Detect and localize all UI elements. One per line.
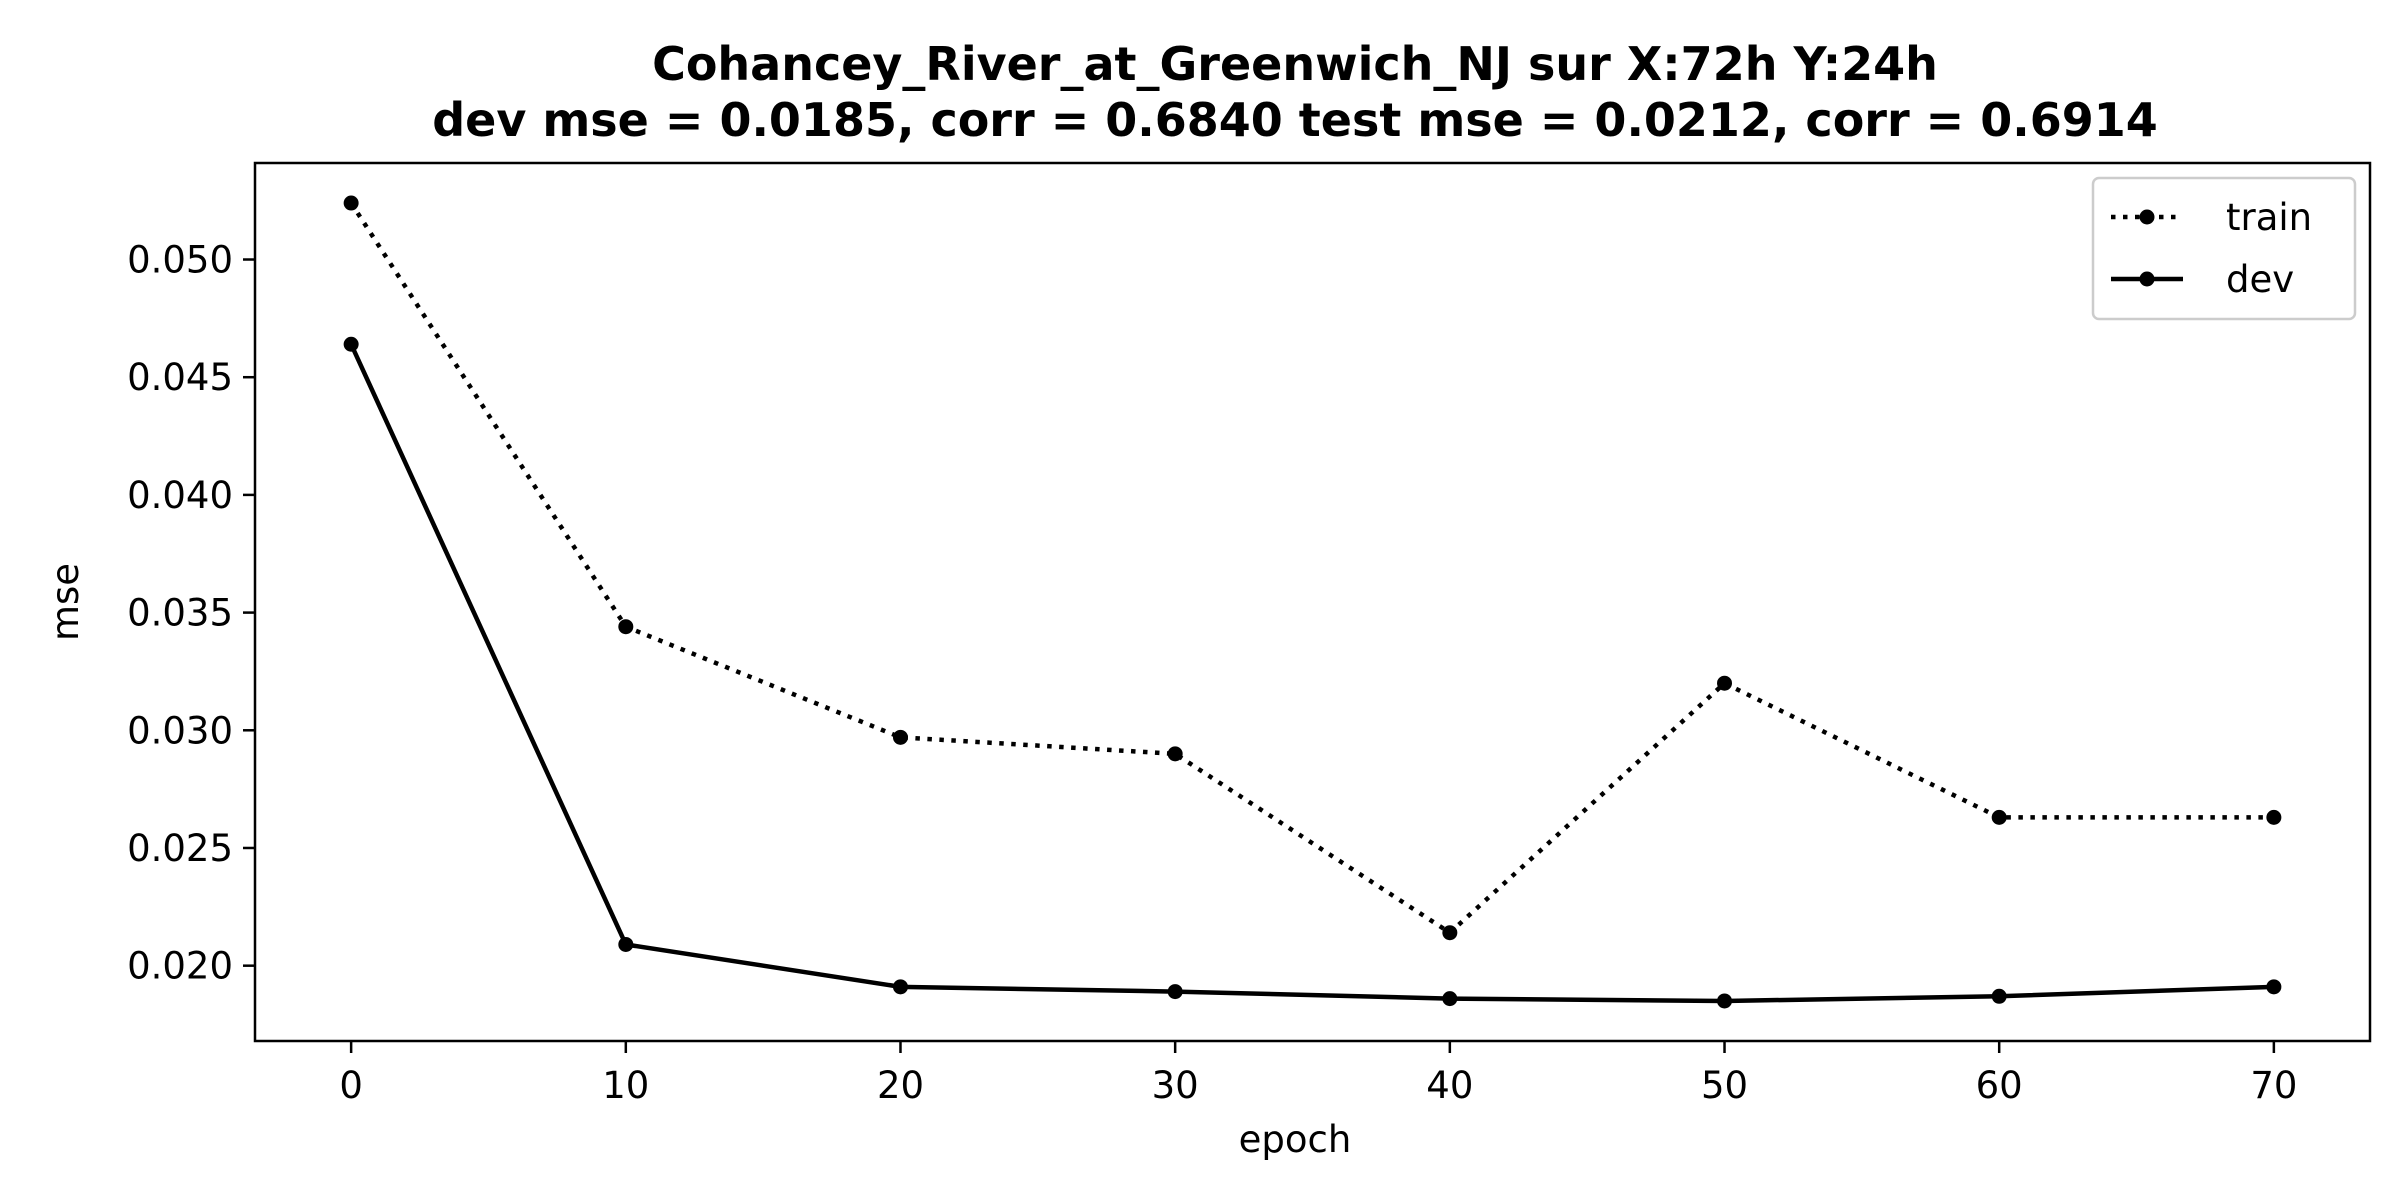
- series-train: [343, 195, 2282, 941]
- data-point-dev: [1167, 984, 1183, 1000]
- y-tick-label: 0.045: [127, 356, 233, 399]
- x-tick-label: 40: [1426, 1064, 1473, 1107]
- data-point-train: [1717, 675, 1733, 691]
- x-tick-label: 0: [339, 1064, 363, 1107]
- plot-area: [253, 161, 2372, 1043]
- chart-subtitle: dev mse = 0.0185, corr = 0.6840 test mse…: [432, 93, 2158, 147]
- x-tick-label: 70: [2250, 1064, 2297, 1107]
- legend-label-train: train: [2226, 196, 2312, 239]
- y-tick-label: 0.035: [127, 592, 233, 635]
- x-axis: 0 10 20 30 40 50 60 70: [339, 1041, 2297, 1107]
- y-axis-label: mse: [44, 563, 87, 641]
- legend-label-dev: dev: [2226, 258, 2294, 301]
- y-tick-label: 0.025: [127, 827, 233, 870]
- x-tick-label: 30: [1152, 1064, 1199, 1107]
- x-tick-label: 10: [602, 1064, 649, 1107]
- data-point-train: [2266, 809, 2282, 825]
- y-tick-label: 0.040: [127, 474, 233, 517]
- x-tick-label: 50: [1701, 1064, 1748, 1107]
- data-point-dev: [343, 336, 359, 352]
- data-point-train: [343, 195, 359, 211]
- x-tick-label: 20: [877, 1064, 924, 1107]
- series-dev: [343, 336, 2282, 1009]
- legend-marker-dev: [2139, 271, 2155, 287]
- x-tick-label: 60: [1976, 1064, 2023, 1107]
- chart-title-group: Cohancey_River_at_Greenwich_NJ sur X:72h…: [432, 37, 2158, 147]
- data-point-dev: [1991, 988, 2007, 1004]
- x-axis-label: epoch: [1239, 1118, 1352, 1161]
- data-point-dev: [892, 979, 908, 995]
- data-point-train: [618, 619, 634, 635]
- data-point-train: [892, 729, 908, 745]
- legend-box: [2091, 176, 2357, 321]
- data-point-train: [1442, 925, 1458, 941]
- series-line-dev: [349, 343, 2274, 1004]
- y-axis: 0.020 0.025 0.030 0.035 0.040 0.045 0.050: [127, 239, 255, 988]
- series-line-train: [349, 201, 2274, 935]
- data-point-train: [1167, 746, 1183, 762]
- data-point-dev: [2266, 979, 2282, 995]
- data-point-dev: [618, 936, 634, 952]
- data-point-train: [1991, 809, 2007, 825]
- data-point-dev: [1442, 991, 1458, 1007]
- legend-marker-train: [2139, 209, 2155, 225]
- y-tick-label: 0.030: [127, 709, 233, 752]
- legend: train dev: [2091, 176, 2357, 321]
- y-tick-label: 0.050: [127, 239, 233, 282]
- series-layer: [343, 195, 2282, 1009]
- y-tick-label: 0.020: [127, 945, 233, 988]
- plot-frame: [253, 161, 2372, 1043]
- chart-title: Cohancey_River_at_Greenwich_NJ sur X:72h…: [652, 37, 1938, 91]
- data-point-dev: [1717, 993, 1733, 1009]
